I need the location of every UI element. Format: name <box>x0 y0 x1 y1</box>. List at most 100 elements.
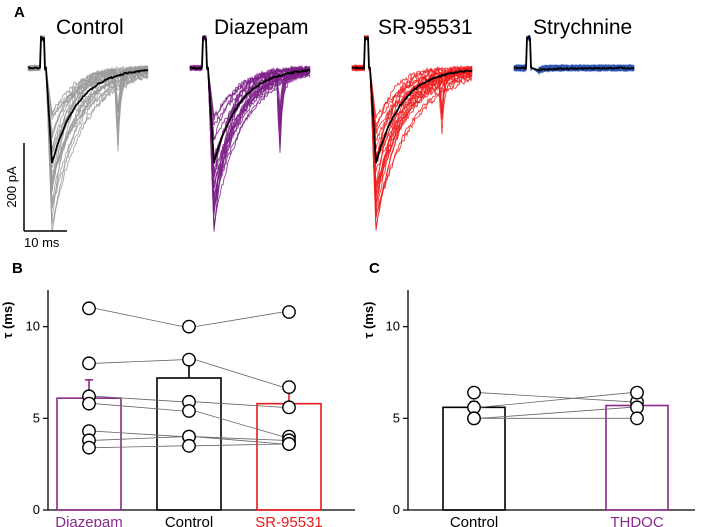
y-tick-label: 10 <box>386 319 400 334</box>
data-point <box>282 437 296 451</box>
sweep-trace <box>27 35 149 226</box>
data-point <box>82 301 96 316</box>
scale-bar-time-label: 10 ms <box>24 235 60 250</box>
panel-b-label: B <box>12 260 23 277</box>
data-point <box>467 385 481 400</box>
chart-c: 0 5 10 Control THDOC <box>386 290 695 527</box>
sweep-trace <box>27 35 149 154</box>
paired-line <box>194 359 284 388</box>
paired-line <box>94 403 184 412</box>
sweep-trace <box>189 35 311 174</box>
sweep-trace <box>189 34 311 216</box>
scale-bar-amplitude-label: 200 pA <box>4 166 19 208</box>
sweep-trace <box>27 34 149 209</box>
trace-group-2 <box>351 34 473 231</box>
paired-line <box>194 311 284 328</box>
paired-line <box>94 359 184 364</box>
paired-line <box>194 410 284 438</box>
data-point <box>182 352 196 367</box>
sweep-trace <box>27 36 149 150</box>
sweep-trace <box>27 36 149 180</box>
y-tick-label: 0 <box>33 502 40 517</box>
data-point <box>82 396 96 411</box>
trace-group-1 <box>189 34 311 232</box>
trace-panels <box>27 34 635 233</box>
sweep-trace <box>27 34 149 233</box>
sweep-trace <box>189 35 311 229</box>
y-tick-label: 0 <box>393 502 400 517</box>
data-point <box>182 438 196 453</box>
paired-line <box>194 436 284 445</box>
y-tick-label: 5 <box>393 410 400 425</box>
average-trace <box>189 35 311 164</box>
sweep-trace <box>351 35 473 203</box>
trace-group-3 <box>513 34 635 76</box>
sweep-trace <box>189 35 311 206</box>
paired-line <box>94 445 184 449</box>
chart-b-ylabel: τ (ms) <box>0 302 15 339</box>
sweep-trace <box>351 36 473 184</box>
y-tick-label: 10 <box>26 319 40 334</box>
paired-line <box>94 395 184 403</box>
sweep-trace <box>189 36 311 213</box>
sweep-trace <box>189 34 311 197</box>
sweep-trace <box>189 35 311 209</box>
category-label-diazepam: Diazepam <box>55 514 123 527</box>
trace-title-strychnine: Strychnine <box>533 16 632 39</box>
paired-line <box>194 401 284 408</box>
data-point <box>182 319 196 334</box>
category-label-control: Control <box>450 514 498 527</box>
paired-line <box>94 307 184 328</box>
sweep-trace <box>351 36 473 218</box>
trace-group-0 <box>27 34 149 233</box>
sweep-trace <box>189 35 311 189</box>
bar-sr-95531 <box>256 402 322 511</box>
category-label-thdoc: THDOC <box>610 514 663 527</box>
trace-title-diazepam: Diazepam <box>214 16 309 39</box>
chart-c-ylabel: τ (ms) <box>361 302 376 339</box>
sweep-trace <box>27 35 149 206</box>
data-point <box>182 404 196 418</box>
panel-a-label: A <box>14 4 25 21</box>
category-label-sr-95531: SR-95531 <box>255 514 323 527</box>
data-point <box>467 411 481 426</box>
sweep-trace <box>27 35 149 138</box>
category-label-control: Control <box>165 514 213 527</box>
data-point <box>282 380 296 395</box>
average-trace <box>513 34 635 72</box>
sweep-trace <box>189 35 311 203</box>
sweep-trace <box>189 35 311 232</box>
sweep-trace <box>189 36 311 225</box>
sweep-trace <box>189 36 311 205</box>
sweep-trace <box>351 35 473 188</box>
sweep-trace <box>351 35 473 216</box>
data-point <box>630 411 644 426</box>
paired-line <box>479 406 632 419</box>
average-trace <box>28 35 149 164</box>
paired-line <box>479 392 632 408</box>
data-point <box>282 305 296 319</box>
average-trace <box>351 34 473 164</box>
data-point <box>82 356 96 371</box>
data-point <box>282 400 296 415</box>
paired-line <box>94 436 184 441</box>
sweep-trace <box>351 36 473 204</box>
y-tick-label: 5 <box>33 410 40 425</box>
paired-line <box>194 436 284 441</box>
chart-b: 0 5 10 Diazepam Control SR-95531 <box>26 290 355 527</box>
sweep-trace <box>351 37 473 197</box>
paired-line <box>94 430 184 438</box>
data-point <box>82 440 96 455</box>
sweep-trace <box>351 35 473 164</box>
sweep-trace <box>351 35 473 196</box>
data-point <box>630 385 644 400</box>
trace-title-control: Control <box>56 16 124 39</box>
trace-title-sr95531: SR-95531 <box>378 16 473 39</box>
paired-line <box>479 392 632 403</box>
sweep-trace <box>351 35 473 199</box>
paired-line <box>194 443 284 447</box>
sweep-trace <box>27 38 149 202</box>
sweep-trace <box>27 35 149 175</box>
sweep-trace <box>27 35 149 189</box>
